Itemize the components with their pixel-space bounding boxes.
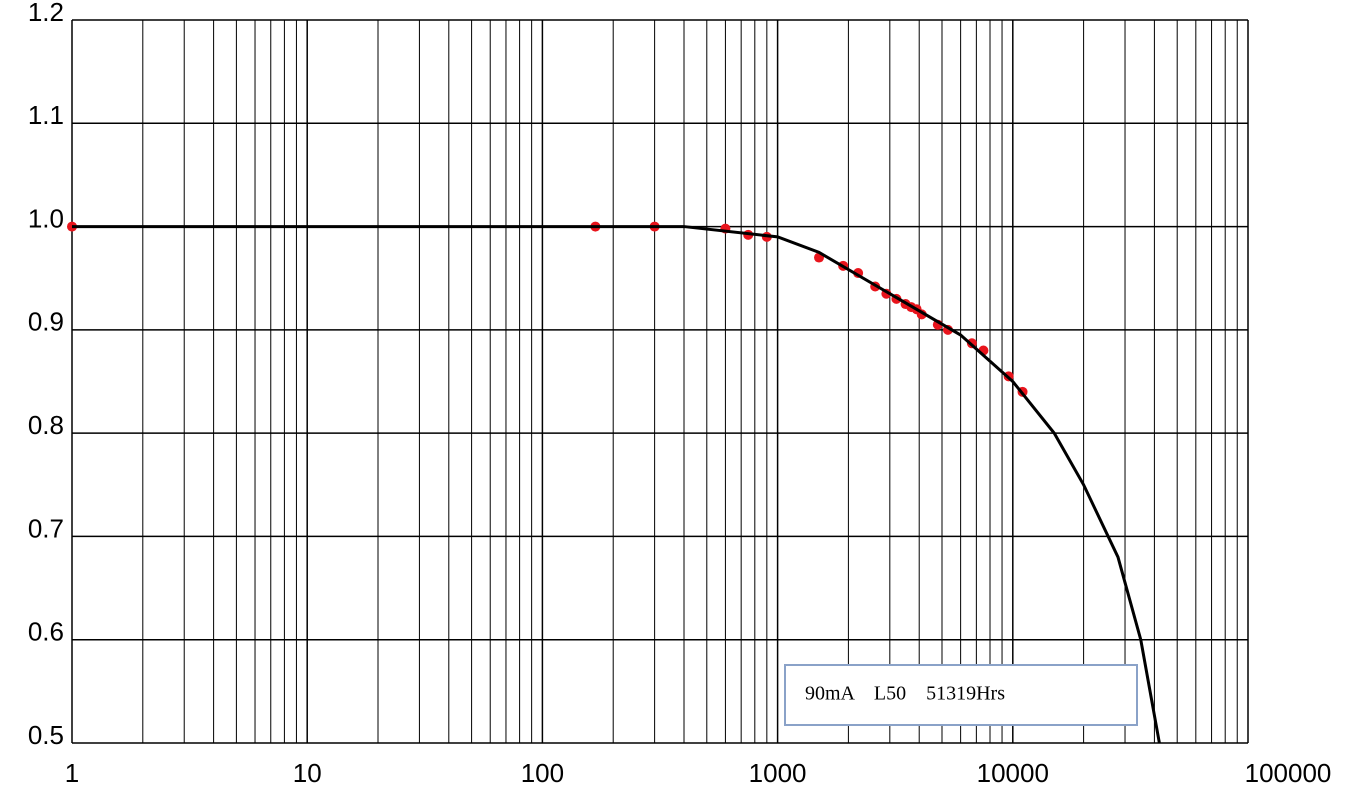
y-tick-label: 0.9 [28, 307, 64, 337]
x-tick-label: 10000 [977, 758, 1049, 788]
x-tick-label: 1000 [749, 758, 807, 788]
x-tick-label: 100 [521, 758, 564, 788]
y-tick-label: 0.6 [28, 617, 64, 647]
y-tick-label: 0.7 [28, 513, 64, 543]
x-tick-label: 1 [65, 758, 79, 788]
y-tick-label: 0.8 [28, 410, 64, 440]
y-tick-label: 1.0 [28, 203, 64, 233]
fit-line [72, 225, 1161, 744]
y-tick-label: 1.2 [28, 0, 64, 27]
annotation-box [784, 664, 1138, 726]
y-tick-label: 1.1 [28, 100, 64, 130]
x-tick-label: 10 [293, 758, 322, 788]
annotation: 90mA L50 51319Hrs [805, 683, 1005, 705]
y-tick-label: 0.5 [28, 720, 64, 750]
x-tick-label: 100000 [1245, 758, 1332, 788]
